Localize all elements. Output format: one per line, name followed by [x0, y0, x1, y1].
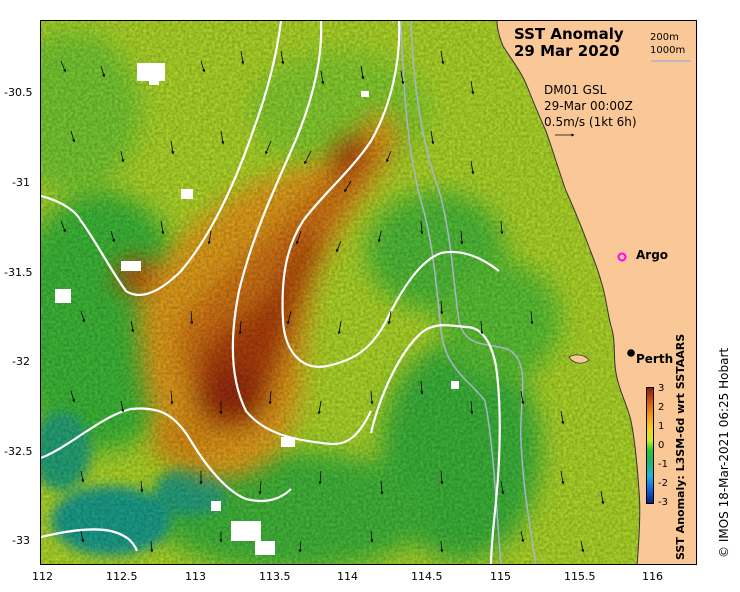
credit-text: © IMOS 18-Mar-2021 06:25 Hobart [717, 347, 731, 558]
colorbar-tick: 3 [658, 383, 665, 394]
argo-label: Argo [636, 248, 669, 262]
y-tick-label: -33 [12, 534, 30, 547]
depth-legend-200m: 200m [650, 32, 679, 43]
map-title: SST Anomaly 29 Mar 2020 [514, 26, 624, 60]
perth-label: Perth [636, 352, 674, 366]
model-info: DM01 GSL 29-Mar 00:00Z 0.5m/s (1kt 6h) [544, 82, 637, 130]
x-tick-label: 115.5 [564, 570, 596, 583]
y-tick-label: -32.5 [4, 445, 33, 458]
map-panel[interactable] [40, 20, 697, 565]
argo-marker[interactable] [617, 252, 627, 262]
x-tick-label: 114 [337, 570, 358, 583]
current-arrows [60, 50, 605, 553]
coastline [496, 21, 641, 564]
y-tick-label: -31.5 [4, 266, 33, 279]
title-line-1: SST Anomaly [514, 25, 624, 43]
cloud-gaps [55, 63, 459, 555]
colorbar-tick: 0 [658, 440, 665, 451]
sst-anomaly-colorbar [646, 387, 654, 504]
x-tick-label: 116 [642, 570, 663, 583]
x-tick-label: 112 [32, 570, 53, 583]
velocity-scale-label: 0.5m/s (1kt 6h) [544, 115, 637, 129]
y-tick-label: -30.5 [4, 86, 33, 99]
colorbar-tick: -2 [658, 478, 668, 489]
x-tick-label: 114.5 [411, 570, 443, 583]
sst-contours [41, 21, 501, 564]
model-time: 29-Mar 00:00Z [544, 99, 633, 113]
depth-legend-1000m: 1000m [650, 45, 686, 56]
colorbar-title: SST Anomaly: L3SM-6d wrt SSTAARS [674, 333, 687, 560]
title-line-2: 29 Mar 2020 [514, 42, 620, 60]
model-name: DM01 GSL [544, 83, 607, 97]
rottnest-island [568, 354, 590, 364]
colorbar-tick: -3 [658, 497, 668, 508]
x-tick-label: 113.5 [259, 570, 291, 583]
colorbar-tick: -1 [658, 459, 668, 470]
x-tick-label: 112.5 [106, 570, 138, 583]
y-tick-label: -31 [12, 176, 30, 189]
sst-anomaly-map[interactable] [41, 21, 697, 565]
depth-legend: 200m 1000m [650, 31, 685, 57]
x-tick-label: 115 [490, 570, 511, 583]
colorbar-tick: 2 [658, 402, 665, 413]
y-tick-label: -32 [12, 355, 30, 368]
x-tick-label: 113 [185, 570, 206, 583]
colorbar-tick: 1 [658, 421, 665, 432]
perth-marker[interactable] [627, 349, 635, 357]
